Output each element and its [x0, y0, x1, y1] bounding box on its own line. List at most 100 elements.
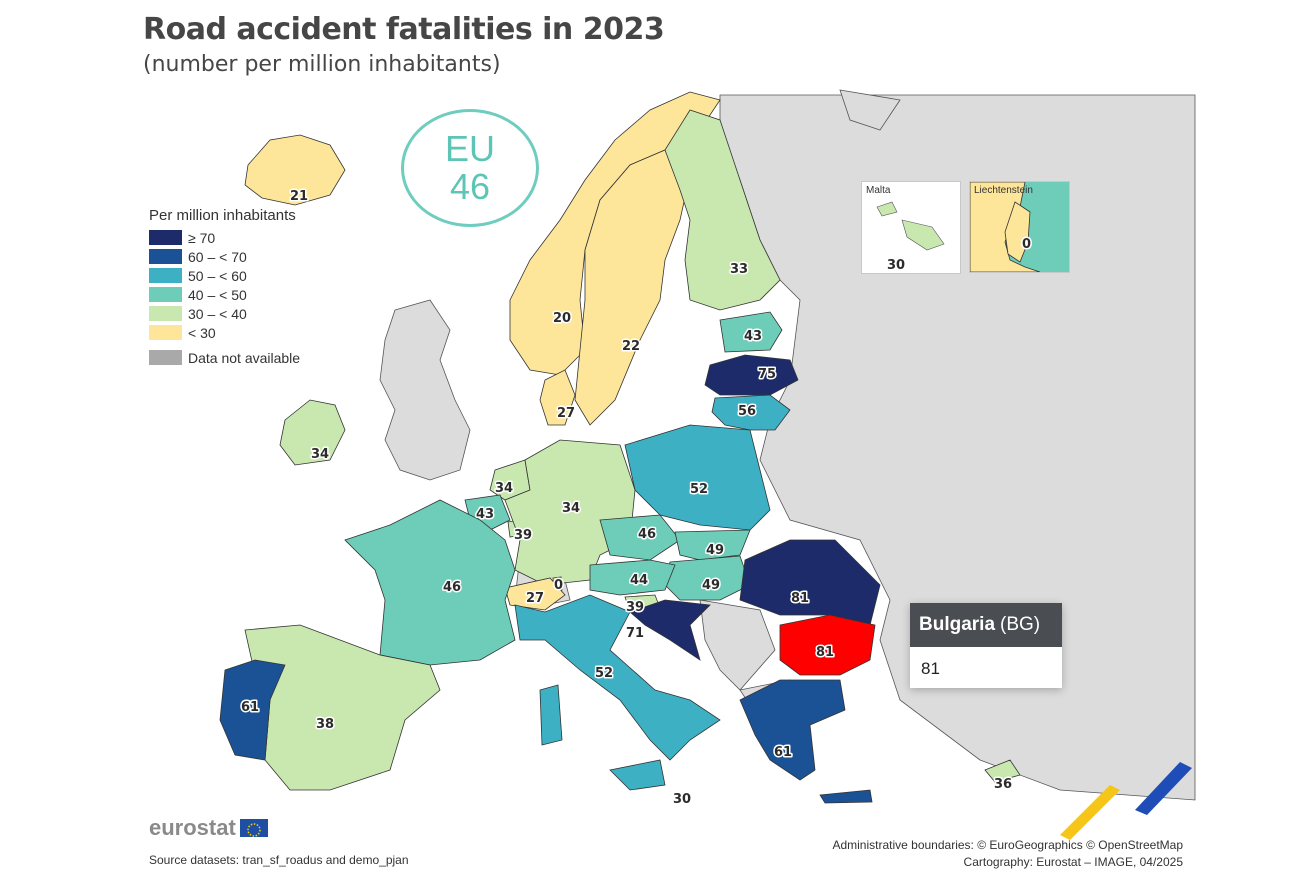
country-denmark[interactable] — [539, 369, 576, 426]
value-bulgaria: 81 — [816, 645, 834, 660]
inset-malta-map: 30 — [876, 201, 945, 275]
value-luxembourg: 39 — [514, 528, 532, 543]
legend-swatch — [149, 249, 182, 264]
value-cyprus: 36 — [994, 777, 1012, 792]
value-germany: 34 — [562, 501, 580, 516]
legend-item: 60 – < 70 — [149, 247, 300, 266]
legend-item: 50 – < 60 — [149, 266, 300, 285]
inset-liechtenstein-label: Liechtenstein — [974, 185, 1033, 196]
value-ireland: 34 — [311, 447, 329, 462]
value-sweden: 22 — [622, 339, 640, 354]
country-czechia[interactable] — [599, 514, 681, 561]
value-italy: 52 — [595, 666, 613, 681]
value-czechia: 46 — [638, 527, 656, 542]
value-belgium: 43 — [476, 507, 494, 522]
country-crete[interactable] — [819, 789, 873, 804]
country-bulgaria[interactable] — [779, 614, 876, 676]
legend-item: 30 – < 40 — [149, 304, 300, 323]
value-spain: 38 — [316, 717, 334, 732]
eu-stars — [247, 823, 261, 837]
country-portugal[interactable] — [219, 659, 286, 761]
legend-label: Data not available — [188, 349, 301, 366]
value-norway: 20 — [553, 311, 571, 326]
value-netherlands: 34 — [495, 481, 513, 496]
value-croatia: 71 — [626, 626, 644, 641]
value-latvia: 75 — [758, 367, 776, 382]
legend-swatch — [149, 268, 182, 283]
legend-swatch — [149, 325, 182, 340]
credits-cartography: Cartography: Eurostat – IMAGE, 04/2025 — [963, 855, 1183, 869]
country-estonia[interactable] — [719, 311, 783, 353]
country-poland[interactable] — [624, 424, 771, 531]
value-poland: 52 — [690, 482, 708, 497]
legend-swatch — [149, 287, 182, 302]
country-croatia[interactable] — [629, 599, 711, 661]
value-slovenia: 39 — [626, 600, 644, 615]
value-portugal: 61 — [241, 700, 259, 715]
tooltip-country-name: Bulgaria — [919, 614, 996, 635]
value-denmark: 27 — [557, 406, 575, 421]
credits-boundaries: Administrative boundaries: © EuroGeograp… — [832, 838, 1183, 852]
eu-flag-icon — [239, 819, 268, 837]
country-italy[interactable] — [514, 594, 721, 761]
legend-item-not-available: Data not available — [149, 348, 300, 367]
country-france[interactable] — [344, 499, 516, 666]
eu-badge-value: 46 — [449, 166, 491, 207]
country-switzerland[interactable] — [504, 577, 566, 611]
country-finland[interactable] — [664, 109, 781, 311]
value-slovakia: 49 — [706, 543, 724, 558]
tooltip-header: Bulgaria (BG) — [910, 603, 1062, 647]
country-austria[interactable] — [589, 559, 676, 596]
legend-title: Per million inhabitants — [149, 207, 296, 224]
inset-malta-label: Malta — [866, 185, 891, 196]
inset-malta-value: 30 — [887, 258, 905, 273]
value-malta: 30 — [673, 792, 691, 807]
value-romania: 81 — [791, 591, 809, 606]
brand-text: eurostat — [149, 815, 236, 840]
country-sardinia[interactable] — [539, 684, 563, 746]
inset-liechtenstein-value: 0 — [1022, 237, 1031, 252]
country-greece[interactable] — [739, 679, 846, 781]
legend-label: 50 – < 60 — [188, 267, 247, 284]
legend-label: < 30 — [188, 324, 216, 341]
map-subtitle: (number per million inhabitants) — [143, 52, 501, 77]
source-note: Source datasets: tran_sf_roadus and demo… — [149, 853, 409, 867]
inset-liechtenstein-map: 0 — [969, 181, 1041, 273]
value-switzerland: 27 — [526, 591, 544, 606]
legend-swatch — [149, 306, 182, 321]
value-france: 46 — [443, 580, 461, 595]
country-ireland[interactable] — [279, 399, 346, 466]
legend-label: 40 – < 50 — [188, 286, 247, 303]
value-hungary: 49 — [702, 578, 720, 593]
legend: Per million inhabitants ≥ 70 60 – < 70 5… — [149, 207, 300, 367]
eurostat-logo: eurostat — [149, 815, 268, 841]
tooltip-country-code: (BG) — [1000, 614, 1041, 635]
legend-item: 40 – < 50 — [149, 285, 300, 304]
value-finland: 33 — [730, 262, 748, 277]
inset-liechtenstein: 0 Liechtenstein — [969, 181, 1070, 273]
country-lithuania[interactable] — [711, 394, 791, 431]
legend-label: 30 – < 40 — [188, 305, 247, 322]
value-lithuania: 56 — [738, 404, 756, 419]
country-latvia[interactable] — [704, 354, 799, 396]
country-cyprus[interactable] — [984, 759, 1021, 783]
country-sweden[interactable] — [574, 149, 691, 426]
country-iceland[interactable] — [244, 134, 346, 206]
eu-countries — [219, 91, 1021, 804]
legend-label: ≥ 70 — [188, 229, 216, 246]
value-greece: 61 — [774, 745, 792, 760]
legend-item: ≥ 70 — [149, 228, 300, 247]
legend-item: < 30 — [149, 323, 300, 342]
value-austria: 44 — [630, 573, 648, 588]
eu-average-badge: EU 46 — [401, 109, 539, 227]
country-tooltip: Bulgaria (BG) 81 — [910, 603, 1062, 688]
value-liechtenstein: 0 — [554, 578, 563, 593]
value-estonia: 43 — [744, 329, 762, 344]
legend-swatch — [149, 230, 182, 245]
eu-badge-label: EU — [444, 128, 495, 169]
country-sicily[interactable] — [609, 759, 666, 791]
tooltip-value: 81 — [921, 659, 940, 678]
map-title: Road accident fatalities in 2023 — [143, 12, 665, 47]
legend-swatch — [149, 350, 182, 365]
value-labels: 21 20 22 33 43 75 56 27 34 34 43 39 34 5… — [240, 188, 1014, 809]
